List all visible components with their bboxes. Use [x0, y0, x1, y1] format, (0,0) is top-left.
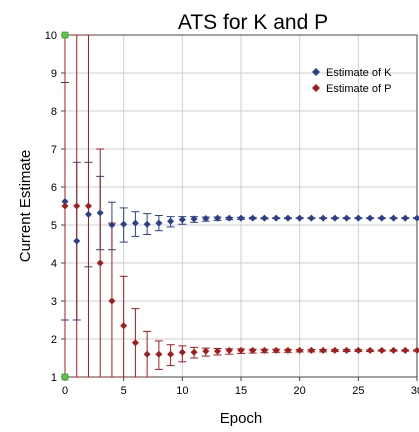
data-point-p	[225, 346, 233, 354]
y-axis-label: Current Estimate	[17, 150, 34, 263]
data-point-k	[61, 197, 69, 205]
x-tick-label: 10	[176, 385, 188, 397]
data-point-p	[343, 346, 351, 354]
axis-endpoint-marker	[61, 31, 69, 39]
data-point-k	[131, 219, 139, 227]
y-tick-label: 3	[51, 296, 57, 308]
data-point-p	[249, 346, 257, 354]
data-point-k	[390, 214, 398, 222]
data-point-k	[96, 209, 104, 217]
data-point-p	[390, 346, 398, 354]
data-point-p	[401, 346, 409, 354]
data-point-k	[202, 215, 210, 223]
data-point-p	[366, 346, 374, 354]
data-point-p	[413, 346, 419, 354]
data-point-p	[167, 350, 175, 358]
x-tick-labels: 0 5 10 15 20 25 30	[62, 377, 419, 397]
data-point-p	[354, 346, 362, 354]
data-point-p	[96, 259, 104, 267]
data-point-k	[413, 214, 419, 222]
data-point-k	[108, 221, 116, 229]
data-point-k	[249, 214, 257, 222]
legend-label-k: Estimate of K	[326, 67, 392, 79]
data-point-p	[84, 202, 92, 210]
data-point-p	[331, 346, 339, 354]
data-point-k	[284, 214, 292, 222]
data-point-k	[167, 217, 175, 225]
legend: Estimate of K Estimate of P	[312, 67, 392, 95]
y-tick-label: 5	[51, 220, 57, 232]
data-point-k	[343, 214, 351, 222]
data-point-p	[155, 350, 163, 358]
data-point-k	[120, 220, 128, 228]
data-point-k	[354, 214, 362, 222]
y-tick-label: 10	[45, 30, 57, 42]
data-point-k	[307, 214, 315, 222]
legend-marker-k	[312, 68, 320, 76]
x-tick-label: 15	[235, 385, 247, 397]
axis-endpoint-marker	[61, 373, 69, 381]
data-point-k	[296, 214, 304, 222]
data-point-p	[237, 346, 245, 354]
data-point-p	[272, 346, 280, 354]
x-tick-label: 30	[411, 385, 419, 397]
data-point-k	[143, 220, 151, 228]
y-tick-label: 9	[51, 68, 57, 80]
y-tick-label: 2	[51, 334, 57, 346]
x-tick-label: 5	[121, 385, 127, 397]
data-point-p	[178, 348, 186, 356]
data-point-k	[401, 214, 409, 222]
y-tick-label: 1	[51, 372, 57, 384]
y-tick-label: 8	[51, 106, 57, 118]
data-point-p	[143, 350, 151, 358]
data-point-p	[296, 346, 304, 354]
legend-label-p: Estimate of P	[326, 83, 391, 95]
data-points	[61, 197, 419, 358]
data-point-k	[73, 237, 81, 245]
x-tick-label: 0	[62, 385, 68, 397]
data-point-p	[120, 322, 128, 330]
data-point-k	[319, 214, 327, 222]
data-point-p	[260, 346, 268, 354]
data-point-p	[131, 339, 139, 347]
data-point-k	[214, 214, 222, 222]
data-point-p	[214, 347, 222, 355]
data-point-p	[202, 347, 210, 355]
y-tick-labels: 1 2 3 4 5 6 7 8 9 10	[45, 30, 65, 384]
data-point-p	[307, 346, 315, 354]
data-point-k	[237, 214, 245, 222]
data-point-k	[272, 214, 280, 222]
legend-marker-p	[312, 84, 320, 92]
data-point-p	[378, 346, 386, 354]
data-point-p	[190, 348, 198, 356]
special-markers	[61, 31, 69, 381]
data-point-p	[284, 346, 292, 354]
data-point-k	[84, 210, 92, 218]
x-axis-label: Epoch	[220, 410, 263, 427]
x-tick-label: 25	[352, 385, 364, 397]
data-point-k	[331, 214, 339, 222]
chart-title: ATS for K and P	[178, 11, 328, 34]
data-point-p	[319, 346, 327, 354]
x-tick-label: 20	[294, 385, 306, 397]
data-point-k	[178, 216, 186, 224]
data-point-p	[108, 297, 116, 305]
data-point-p	[73, 202, 81, 210]
data-point-k	[260, 214, 268, 222]
data-point-k	[366, 214, 374, 222]
data-point-p	[61, 202, 69, 210]
data-point-k	[378, 214, 386, 222]
data-point-k	[225, 214, 233, 222]
y-tick-label: 7	[51, 144, 57, 156]
data-point-k	[190, 215, 198, 223]
data-point-k	[155, 219, 163, 227]
y-tick-label: 4	[51, 258, 57, 270]
y-tick-label: 6	[51, 182, 57, 194]
